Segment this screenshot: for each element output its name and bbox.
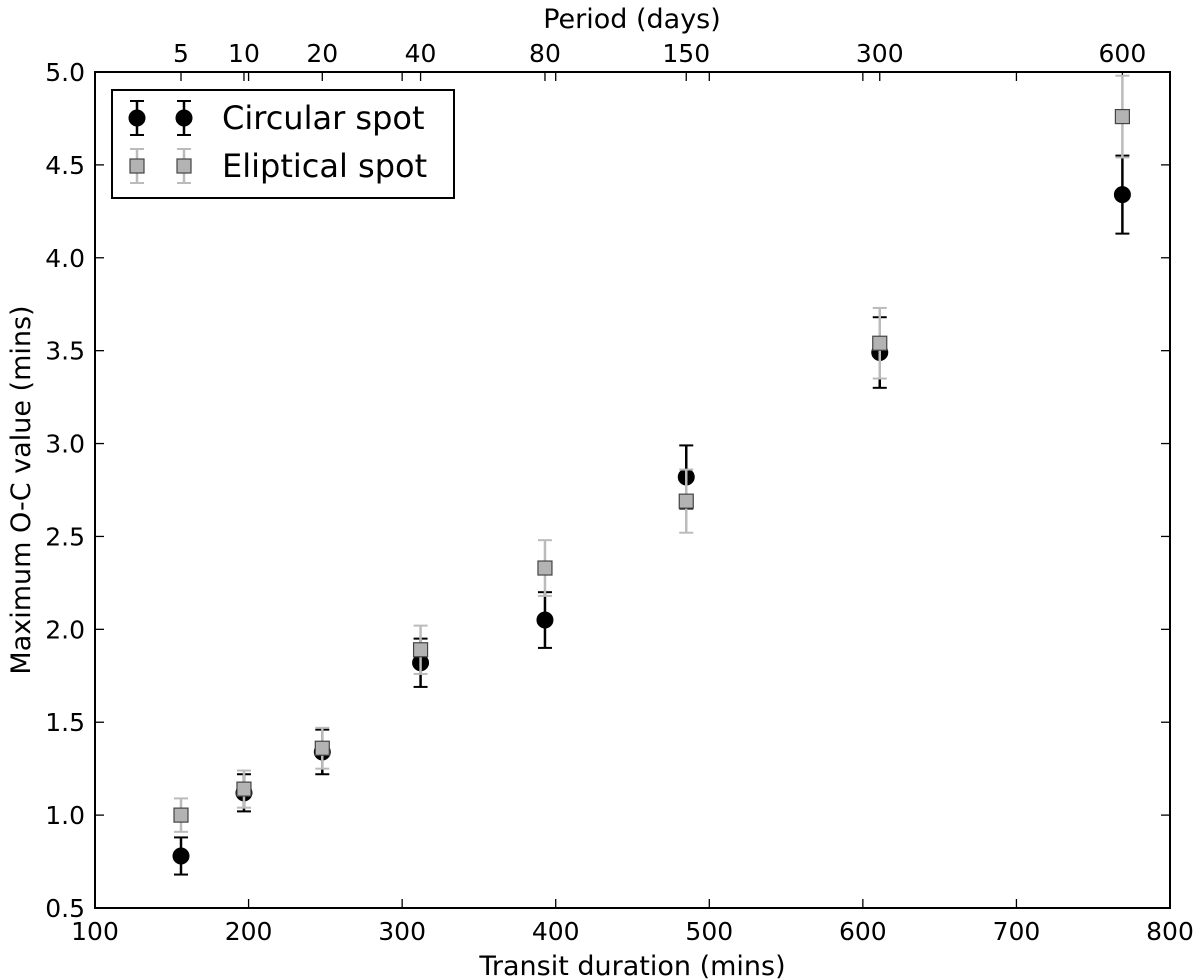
top-tick-label: 5 [173, 39, 189, 68]
y-tick-label: 3.5 [45, 337, 85, 366]
data-point-circle [536, 611, 554, 629]
x-tick-label: 600 [839, 917, 887, 946]
top-tick-label: 10 [228, 39, 260, 68]
legend-marker-square [176, 158, 192, 174]
x-tick-label: 100 [71, 917, 119, 946]
data-point-square [236, 781, 252, 797]
top-axis-label: Period (days) [543, 4, 721, 35]
data-point-square [314, 740, 330, 756]
x-tick-label: 700 [993, 917, 1041, 946]
top-tick-label: 600 [1099, 39, 1147, 68]
x-tick-label: 500 [685, 917, 733, 946]
y-tick-label: 4.5 [45, 151, 85, 180]
y-tick-label: 2.5 [45, 522, 85, 551]
y-tick-label: 1.0 [45, 801, 85, 830]
x-tick-label: 300 [378, 917, 426, 946]
data-point-circle [1113, 186, 1131, 204]
legend-marker-square [129, 158, 145, 174]
y-tick-label: 2.0 [45, 615, 85, 644]
data-point-circle [172, 847, 190, 865]
x-tick-label: 400 [532, 917, 580, 946]
legend-box [111, 89, 455, 199]
y-tick-label: 5.0 [45, 58, 85, 87]
series-square [173, 74, 1130, 833]
y-tick-label: 0.5 [45, 894, 85, 923]
top-tick-label: 300 [856, 39, 904, 68]
data-point-square [872, 335, 888, 351]
data-point-square [678, 493, 694, 509]
legend-label: Eliptical spot [222, 147, 427, 185]
x-tick-label: 800 [1146, 917, 1194, 946]
y-tick-label: 4.0 [45, 244, 85, 273]
top-tick-label: 40 [405, 39, 437, 68]
x-axis-label: Transit duration (mins) [478, 951, 785, 980]
data-point-square [537, 560, 553, 576]
top-tick-label: 20 [306, 39, 338, 68]
top-tick-label: 80 [529, 39, 561, 68]
x-tick-label: 200 [225, 917, 273, 946]
legend-label: Circular spot [222, 99, 425, 137]
legend-marker-circle [175, 109, 193, 127]
legend-marker-circle [128, 109, 146, 127]
plot-frame [94, 71, 1171, 909]
top-tick-label: 150 [662, 39, 710, 68]
y-axis-label: Maximum O-C value (mins) [6, 305, 37, 674]
marks-layer [172, 74, 1131, 876]
ticks-layer: 100 200 300 400 500 600 700 800 0.5 1.0 1.5 2.0 2.5 3… [45, 39, 1194, 946]
y-tick-label: 1.5 [45, 708, 85, 737]
data-point-square [412, 642, 429, 658]
data-point-square [173, 807, 189, 823]
data-point-square [1114, 108, 1130, 125]
y-tick-label: 3.0 [45, 430, 85, 459]
legend: Circular spot Eliptical spot [111, 89, 455, 199]
